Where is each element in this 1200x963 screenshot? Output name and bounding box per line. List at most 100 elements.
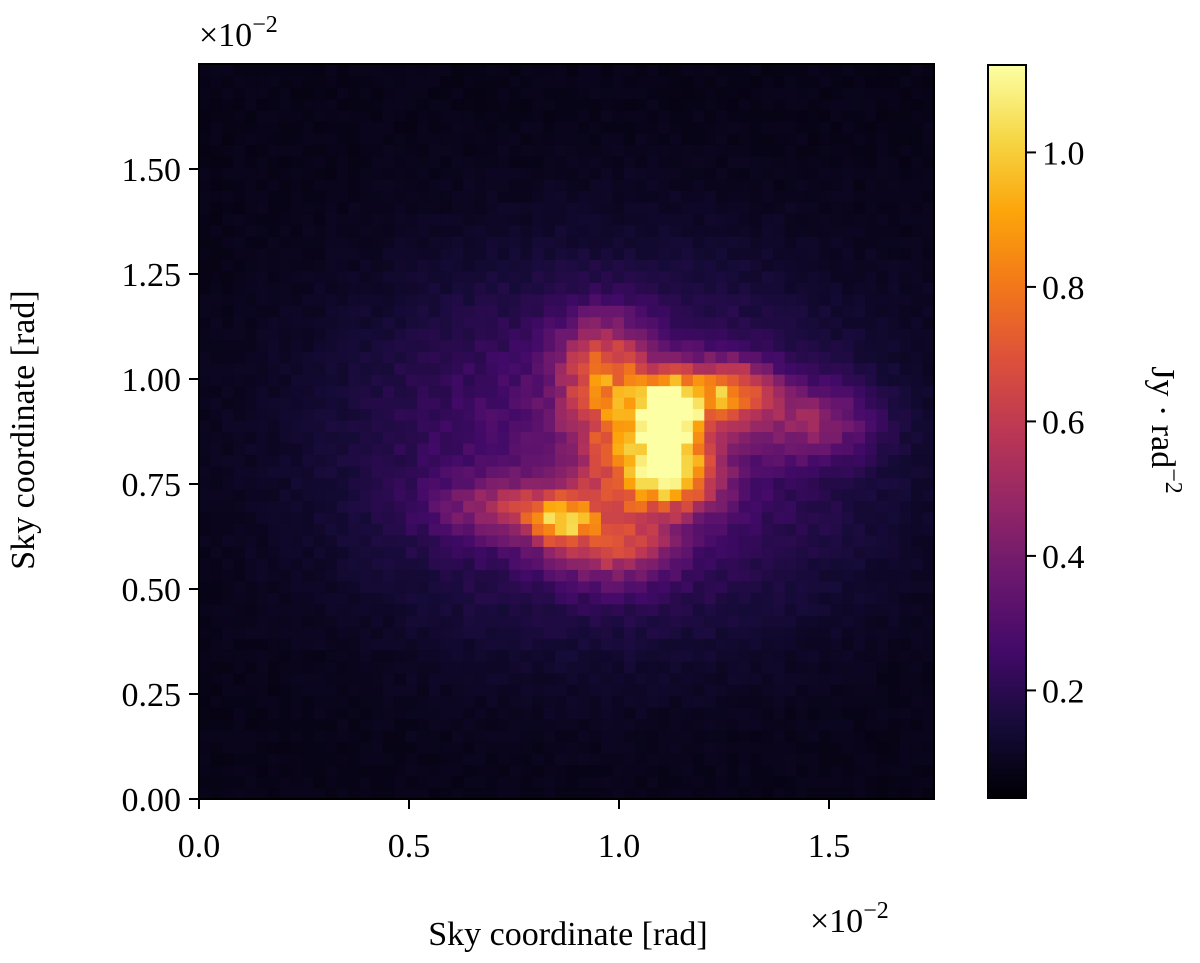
colorbar bbox=[987, 64, 1027, 799]
heatmap-cell bbox=[497, 741, 510, 754]
heatmap-cell bbox=[199, 672, 212, 685]
heatmap-cell bbox=[279, 64, 292, 77]
heatmap-cell bbox=[922, 155, 935, 168]
heatmap-cell bbox=[428, 224, 441, 237]
heatmap-cell bbox=[428, 282, 441, 295]
heatmap-cell bbox=[807, 213, 820, 226]
heatmap-cell bbox=[359, 293, 372, 306]
heatmap-cell bbox=[715, 477, 728, 490]
heatmap-cell bbox=[256, 374, 269, 387]
heatmap-cell bbox=[463, 477, 476, 490]
heatmap-cell bbox=[819, 109, 832, 123]
heatmap-cell bbox=[830, 282, 843, 295]
heatmap-cell bbox=[635, 592, 648, 605]
heatmap-cell bbox=[302, 420, 315, 433]
heatmap-cell bbox=[669, 672, 682, 685]
heatmap-cell bbox=[221, 638, 235, 651]
heatmap-cell bbox=[853, 144, 866, 157]
heatmap-cell bbox=[256, 569, 269, 582]
heatmap-cell bbox=[279, 213, 292, 226]
heatmap-cell bbox=[911, 465, 924, 479]
heatmap-cell bbox=[623, 282, 636, 295]
heatmap-cell bbox=[635, 477, 648, 490]
heatmap-cell bbox=[428, 707, 441, 720]
heatmap-cell bbox=[302, 546, 315, 559]
heatmap-cell bbox=[692, 351, 705, 364]
heatmap-cell bbox=[715, 684, 728, 697]
heatmap-cell bbox=[899, 707, 912, 720]
heatmap-cell bbox=[761, 442, 774, 456]
heatmap-cell bbox=[842, 477, 855, 490]
heatmap-cell bbox=[796, 362, 809, 375]
heatmap-cell bbox=[715, 511, 728, 524]
heatmap-cell bbox=[669, 603, 682, 616]
heatmap-cell bbox=[463, 695, 476, 708]
heatmap-cell bbox=[417, 362, 430, 375]
heatmap-cell bbox=[290, 787, 303, 800]
heatmap-cell bbox=[348, 603, 361, 616]
heatmap-cell bbox=[796, 213, 809, 226]
heatmap-cell bbox=[428, 753, 441, 766]
heatmap-cell bbox=[440, 615, 453, 628]
heatmap-cell bbox=[336, 305, 349, 318]
heatmap-cell bbox=[405, 259, 418, 272]
heatmap-cell bbox=[600, 167, 614, 180]
heatmap-cell bbox=[382, 615, 395, 628]
heatmap-cell bbox=[727, 649, 740, 662]
heatmap-cell bbox=[784, 592, 797, 605]
heatmap-cell bbox=[302, 224, 315, 237]
heatmap-cell bbox=[428, 397, 441, 410]
heatmap-cell bbox=[359, 132, 372, 145]
heatmap-cell bbox=[612, 316, 625, 329]
heatmap-cell bbox=[290, 270, 303, 283]
heatmap-cell bbox=[623, 695, 636, 708]
heatmap-cell bbox=[899, 167, 912, 180]
heatmap-cell bbox=[336, 236, 349, 249]
heatmap-cell bbox=[888, 293, 901, 306]
heatmap-cell bbox=[922, 351, 935, 364]
heatmap-cell bbox=[888, 224, 901, 237]
heatmap-cell bbox=[589, 730, 602, 743]
heatmap-cell bbox=[497, 764, 510, 777]
heatmap-cell bbox=[658, 695, 671, 708]
heatmap-cell bbox=[313, 178, 326, 191]
heatmap-cell bbox=[876, 132, 889, 145]
heatmap-cell bbox=[589, 155, 602, 168]
heatmap-cell bbox=[509, 282, 522, 295]
heatmap-cell bbox=[819, 75, 832, 88]
heatmap-cell bbox=[830, 500, 843, 513]
heatmap-cell bbox=[761, 580, 774, 593]
heatmap-cell bbox=[256, 592, 269, 605]
heatmap-cell bbox=[520, 488, 533, 501]
heatmap-cell bbox=[543, 86, 556, 100]
heatmap-cell bbox=[784, 569, 797, 582]
heatmap-cell bbox=[773, 282, 786, 295]
heatmap-cell bbox=[290, 339, 303, 352]
heatmap-cell bbox=[738, 718, 751, 731]
heatmap-cell bbox=[313, 420, 326, 433]
heatmap-cell bbox=[612, 339, 625, 352]
heatmap-cell bbox=[899, 339, 912, 352]
heatmap-cell bbox=[371, 178, 384, 191]
heatmap-cell bbox=[819, 224, 832, 237]
heatmap-cell bbox=[486, 741, 499, 754]
heatmap-cell bbox=[692, 580, 705, 593]
heatmap-cell bbox=[474, 351, 487, 364]
heatmap-cell bbox=[853, 787, 866, 800]
heatmap-cell bbox=[543, 615, 556, 628]
heatmap-cell bbox=[199, 649, 212, 662]
x-tick-label: 0.0 bbox=[178, 828, 221, 865]
heatmap-cell bbox=[451, 661, 464, 674]
heatmap-cell bbox=[612, 397, 625, 410]
heatmap-cell bbox=[313, 603, 326, 616]
heatmap-cell bbox=[543, 213, 556, 226]
heatmap-cell bbox=[221, 259, 235, 272]
heatmap-cell bbox=[302, 64, 315, 77]
heatmap-cell bbox=[256, 293, 269, 306]
heatmap-cell bbox=[600, 86, 614, 100]
heatmap-cell bbox=[727, 213, 740, 226]
heatmap-cell bbox=[497, 155, 510, 168]
heatmap-cell bbox=[371, 764, 384, 777]
heatmap-cell bbox=[577, 213, 591, 226]
colorbar-axis: 0.20.40.60.81.0 bbox=[1026, 135, 1085, 710]
